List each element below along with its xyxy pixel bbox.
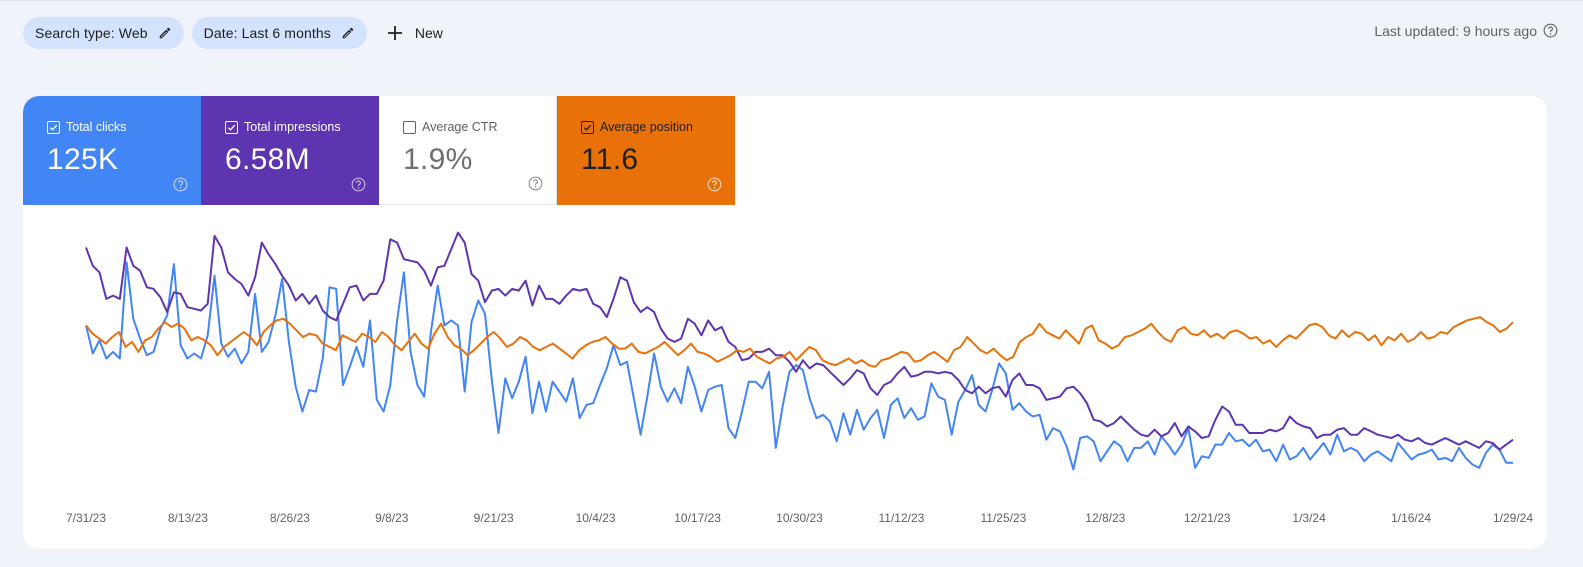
x-tick-label: 10/4/23 — [576, 511, 616, 525]
last-updated-text: Last updated: 9 hours ago — [1374, 23, 1537, 39]
metric-header: Total clicks — [47, 120, 201, 134]
metric-header: Average CTR — [403, 120, 556, 134]
checkbox-unchecked-icon[interactable] — [403, 120, 416, 134]
x-tick-label: 10/17/23 — [674, 511, 721, 525]
metric-value: 1.9% — [403, 143, 473, 176]
x-tick-label: 1/29/24 — [1493, 511, 1533, 525]
date-filter-chip[interactable]: Date: Last 6 months — [191, 17, 367, 49]
last-updated: Last updated: 9 hours ago — [1374, 23, 1559, 39]
new-filter-button[interactable]: New — [379, 17, 451, 49]
x-tick-label: 1/16/24 — [1391, 511, 1431, 525]
x-tick-label: 12/8/23 — [1085, 511, 1125, 525]
metric-total-impressions[interactable]: Total impressions 6.58M — [201, 96, 379, 205]
metric-label: Total clicks — [66, 120, 127, 134]
x-tick-label: 9/8/23 — [375, 511, 409, 525]
x-tick-label: 12/21/23 — [1184, 511, 1231, 525]
series-line-total-impressions[interactable] — [85, 231, 1514, 451]
filter-bar: Search type: Web Date: Last 6 months New — [23, 17, 451, 49]
help-icon[interactable] — [707, 177, 722, 192]
pencil-icon[interactable] — [341, 26, 355, 40]
metric-total-clicks[interactable]: Total clicks 125K — [23, 96, 201, 205]
metric-header: Total impressions — [225, 120, 379, 134]
metric-label: Total impressions — [244, 120, 341, 134]
metric-average-ctr[interactable]: Average CTR 1.9% — [379, 96, 557, 205]
help-icon[interactable] — [1543, 23, 1559, 39]
chip-label: Search type: Web — [35, 25, 148, 41]
metric-header: Average position — [581, 120, 735, 134]
x-tick-label: 8/13/23 — [168, 511, 208, 525]
metric-value: 6.58M — [225, 143, 310, 176]
search-type-filter-chip[interactable]: Search type: Web — [23, 17, 184, 49]
help-icon[interactable] — [528, 176, 543, 191]
top-divider — [0, 0, 1583, 1]
checkbox-checked-icon[interactable] — [225, 120, 238, 134]
x-tick-label: 1/3/24 — [1292, 511, 1326, 525]
metric-label: Average position — [600, 120, 693, 134]
x-tick-label: 7/31/23 — [66, 511, 106, 525]
metric-value: 11.6 — [581, 143, 639, 176]
series-line-average-position[interactable] — [85, 316, 1514, 368]
x-tick-label: 9/21/23 — [474, 511, 514, 525]
checkbox-checked-icon[interactable] — [581, 120, 594, 134]
new-button-label: New — [414, 25, 443, 41]
help-icon[interactable] — [351, 177, 366, 192]
x-tick-label: 11/12/23 — [878, 511, 924, 525]
x-tick-label: 11/25/23 — [980, 511, 1026, 525]
performance-chart: 7/31/23 8/13/23 8/26/23 9/8/23 9/21/23 10/4/2… — [66, 231, 1533, 525]
pencil-icon[interactable] — [158, 26, 172, 40]
chip-label: Date: Last 6 months — [203, 25, 331, 41]
metric-label: Average CTR — [422, 120, 498, 134]
help-icon[interactable] — [173, 177, 188, 192]
x-tick-label: 8/26/23 — [270, 511, 310, 525]
metric-value: 125K — [47, 143, 119, 176]
metric-tiles: Total clicks 125K Total impressions 6.58… — [23, 96, 735, 205]
plus-icon — [387, 25, 403, 41]
x-tick-label: 10/30/23 — [776, 511, 823, 525]
performance-card: 7/31/23 8/13/23 8/26/23 9/8/23 9/21/23 10/4/2… — [23, 96, 1547, 549]
metric-average-position[interactable]: Average position 11.6 — [557, 96, 735, 205]
checkbox-checked-icon[interactable] — [47, 120, 60, 134]
